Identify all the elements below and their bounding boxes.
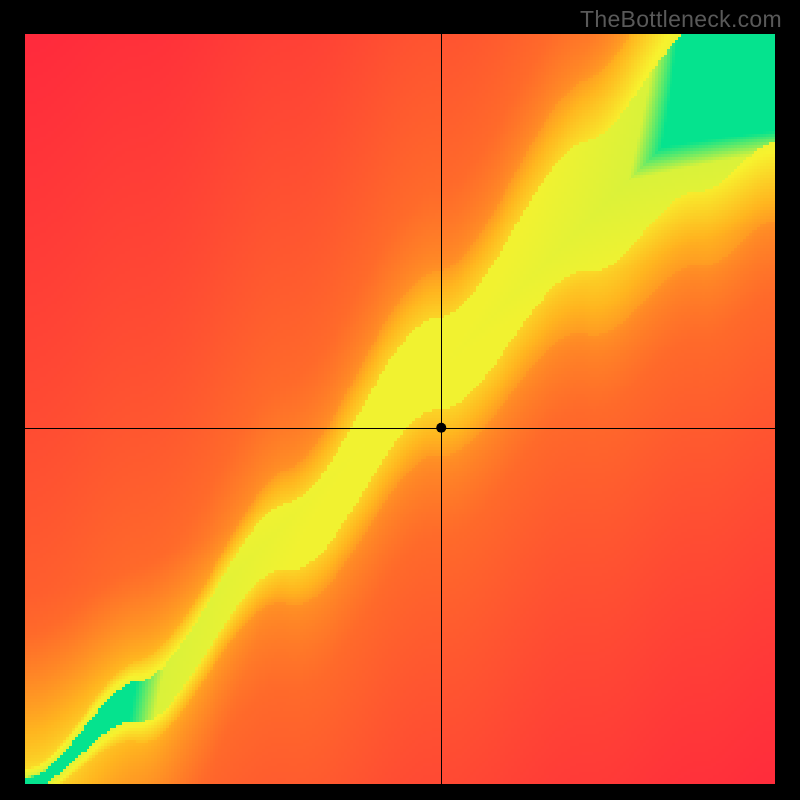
watermark-text: TheBottleneck.com — [580, 6, 782, 33]
chart-container: TheBottleneck.com — [0, 0, 800, 800]
crosshair-overlay — [25, 34, 775, 784]
